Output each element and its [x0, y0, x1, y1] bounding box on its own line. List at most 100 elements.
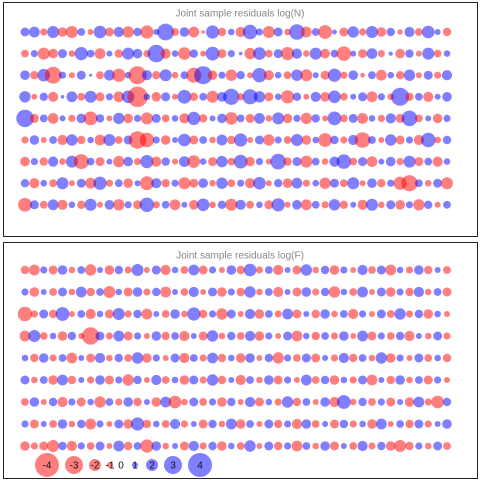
bubble [106, 115, 113, 122]
bubble [340, 443, 347, 449]
bubble [283, 376, 292, 384]
bubble [291, 69, 303, 81]
bubble [396, 288, 404, 296]
bubble [188, 264, 200, 276]
bubble [223, 88, 240, 105]
bubble [227, 135, 236, 145]
legend-label: -1 [106, 461, 115, 472]
bubble [59, 158, 66, 165]
bubble [386, 310, 395, 318]
bubble [75, 286, 87, 298]
bubble [332, 29, 337, 35]
chart-title: Joint sample residuals log(F) [176, 251, 304, 262]
bubble [96, 420, 104, 428]
bubble [302, 179, 310, 187]
bubble [244, 308, 256, 320]
bubble [122, 26, 134, 38]
bubble [264, 200, 274, 210]
bubble [94, 396, 106, 408]
bubble [171, 332, 179, 340]
bubble [309, 47, 322, 60]
bubble [95, 157, 105, 167]
bubble [48, 48, 58, 59]
bubble [37, 47, 50, 60]
bubble [395, 331, 405, 341]
bubble [218, 71, 226, 79]
bubble [68, 50, 76, 57]
bubble [368, 136, 376, 144]
bubble [96, 310, 104, 318]
bubble [104, 265, 115, 275]
bubble [28, 330, 41, 342]
bubble [132, 287, 143, 297]
bubble [244, 47, 256, 60]
bubble [350, 50, 357, 57]
bubble [254, 113, 265, 124]
bubble [413, 134, 424, 146]
bubble [95, 92, 105, 102]
bubble [376, 265, 386, 275]
panel-frame [3, 2, 478, 237]
bubble [283, 354, 292, 362]
bubble [375, 418, 387, 430]
bubble [170, 309, 180, 319]
bubble [189, 375, 199, 385]
bubble [366, 91, 378, 103]
bubble [29, 419, 39, 429]
bubble [112, 68, 126, 82]
bubble [57, 199, 68, 210]
bubble [264, 49, 273, 58]
bubble [95, 114, 105, 123]
bubble [442, 135, 452, 145]
bubble [132, 48, 143, 59]
bubble [205, 46, 220, 61]
bubble [273, 286, 284, 298]
bubble [31, 376, 38, 384]
bubble [414, 179, 423, 188]
bubble [49, 179, 58, 188]
bubble [301, 135, 312, 145]
bubble [84, 90, 97, 103]
bubble [358, 157, 368, 167]
bubble [141, 308, 153, 320]
bubble [290, 134, 303, 146]
bubble [29, 135, 40, 145]
bubble [77, 200, 86, 209]
bubble [433, 441, 443, 451]
bubble [140, 439, 154, 453]
bubble [21, 136, 29, 144]
bubble [415, 50, 422, 57]
bubble [284, 201, 291, 208]
bubble [21, 420, 29, 428]
bubble [244, 396, 256, 408]
bubble [415, 442, 423, 450]
bubble [115, 376, 123, 384]
bubble [443, 442, 451, 450]
bubble [368, 266, 376, 274]
bubble [58, 71, 67, 79]
bubble [21, 49, 29, 58]
bubble [264, 266, 273, 274]
bubble [179, 352, 190, 364]
bubble [189, 92, 198, 102]
bubble [312, 288, 320, 296]
bubble [40, 289, 47, 295]
bubble [236, 114, 245, 123]
bubble [255, 28, 264, 36]
bubble [133, 158, 142, 166]
bubble [179, 330, 190, 342]
bubble [20, 375, 30, 385]
bubble [424, 179, 432, 187]
bubble [152, 201, 160, 209]
bubble [113, 440, 125, 452]
bubble [208, 441, 217, 451]
bubble [141, 70, 153, 81]
bubble [57, 134, 68, 146]
bubble [113, 112, 125, 125]
bubble [320, 70, 330, 80]
bubble [292, 200, 302, 210]
bubble [77, 442, 85, 450]
bubble [160, 396, 172, 408]
